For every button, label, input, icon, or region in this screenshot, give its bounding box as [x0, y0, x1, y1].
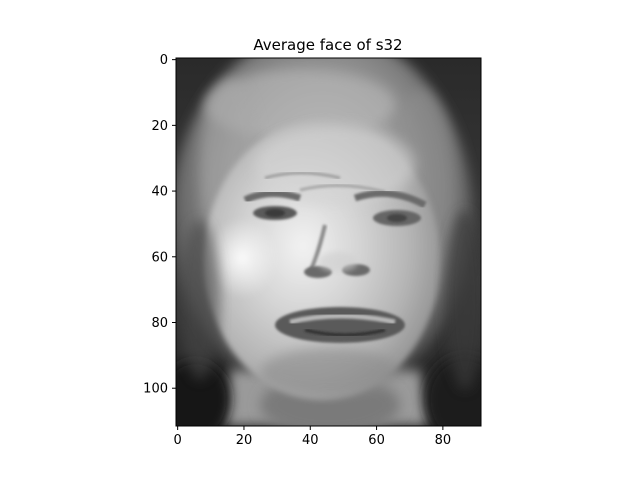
x-tick-label: 0 [174, 433, 182, 448]
y-axis-ticks: 0 20 40 60 80 100 [143, 53, 176, 397]
y-tick-label: 20 [151, 119, 168, 134]
y-tick-label: 60 [151, 250, 168, 265]
y-tick-label: 0 [160, 53, 168, 68]
x-tick-label: 60 [368, 433, 385, 448]
x-axis-ticks: 0 20 40 60 80 [174, 426, 452, 448]
x-tick-label: 80 [435, 433, 452, 448]
x-tick-label: 40 [302, 433, 319, 448]
face-image [160, 30, 505, 445]
x-tick-label: 20 [236, 433, 253, 448]
y-tick-label: 40 [151, 185, 168, 200]
y-tick-label: 80 [151, 316, 168, 331]
y-tick-label: 100 [143, 382, 168, 397]
chart-title: Average face of s32 [253, 36, 402, 54]
